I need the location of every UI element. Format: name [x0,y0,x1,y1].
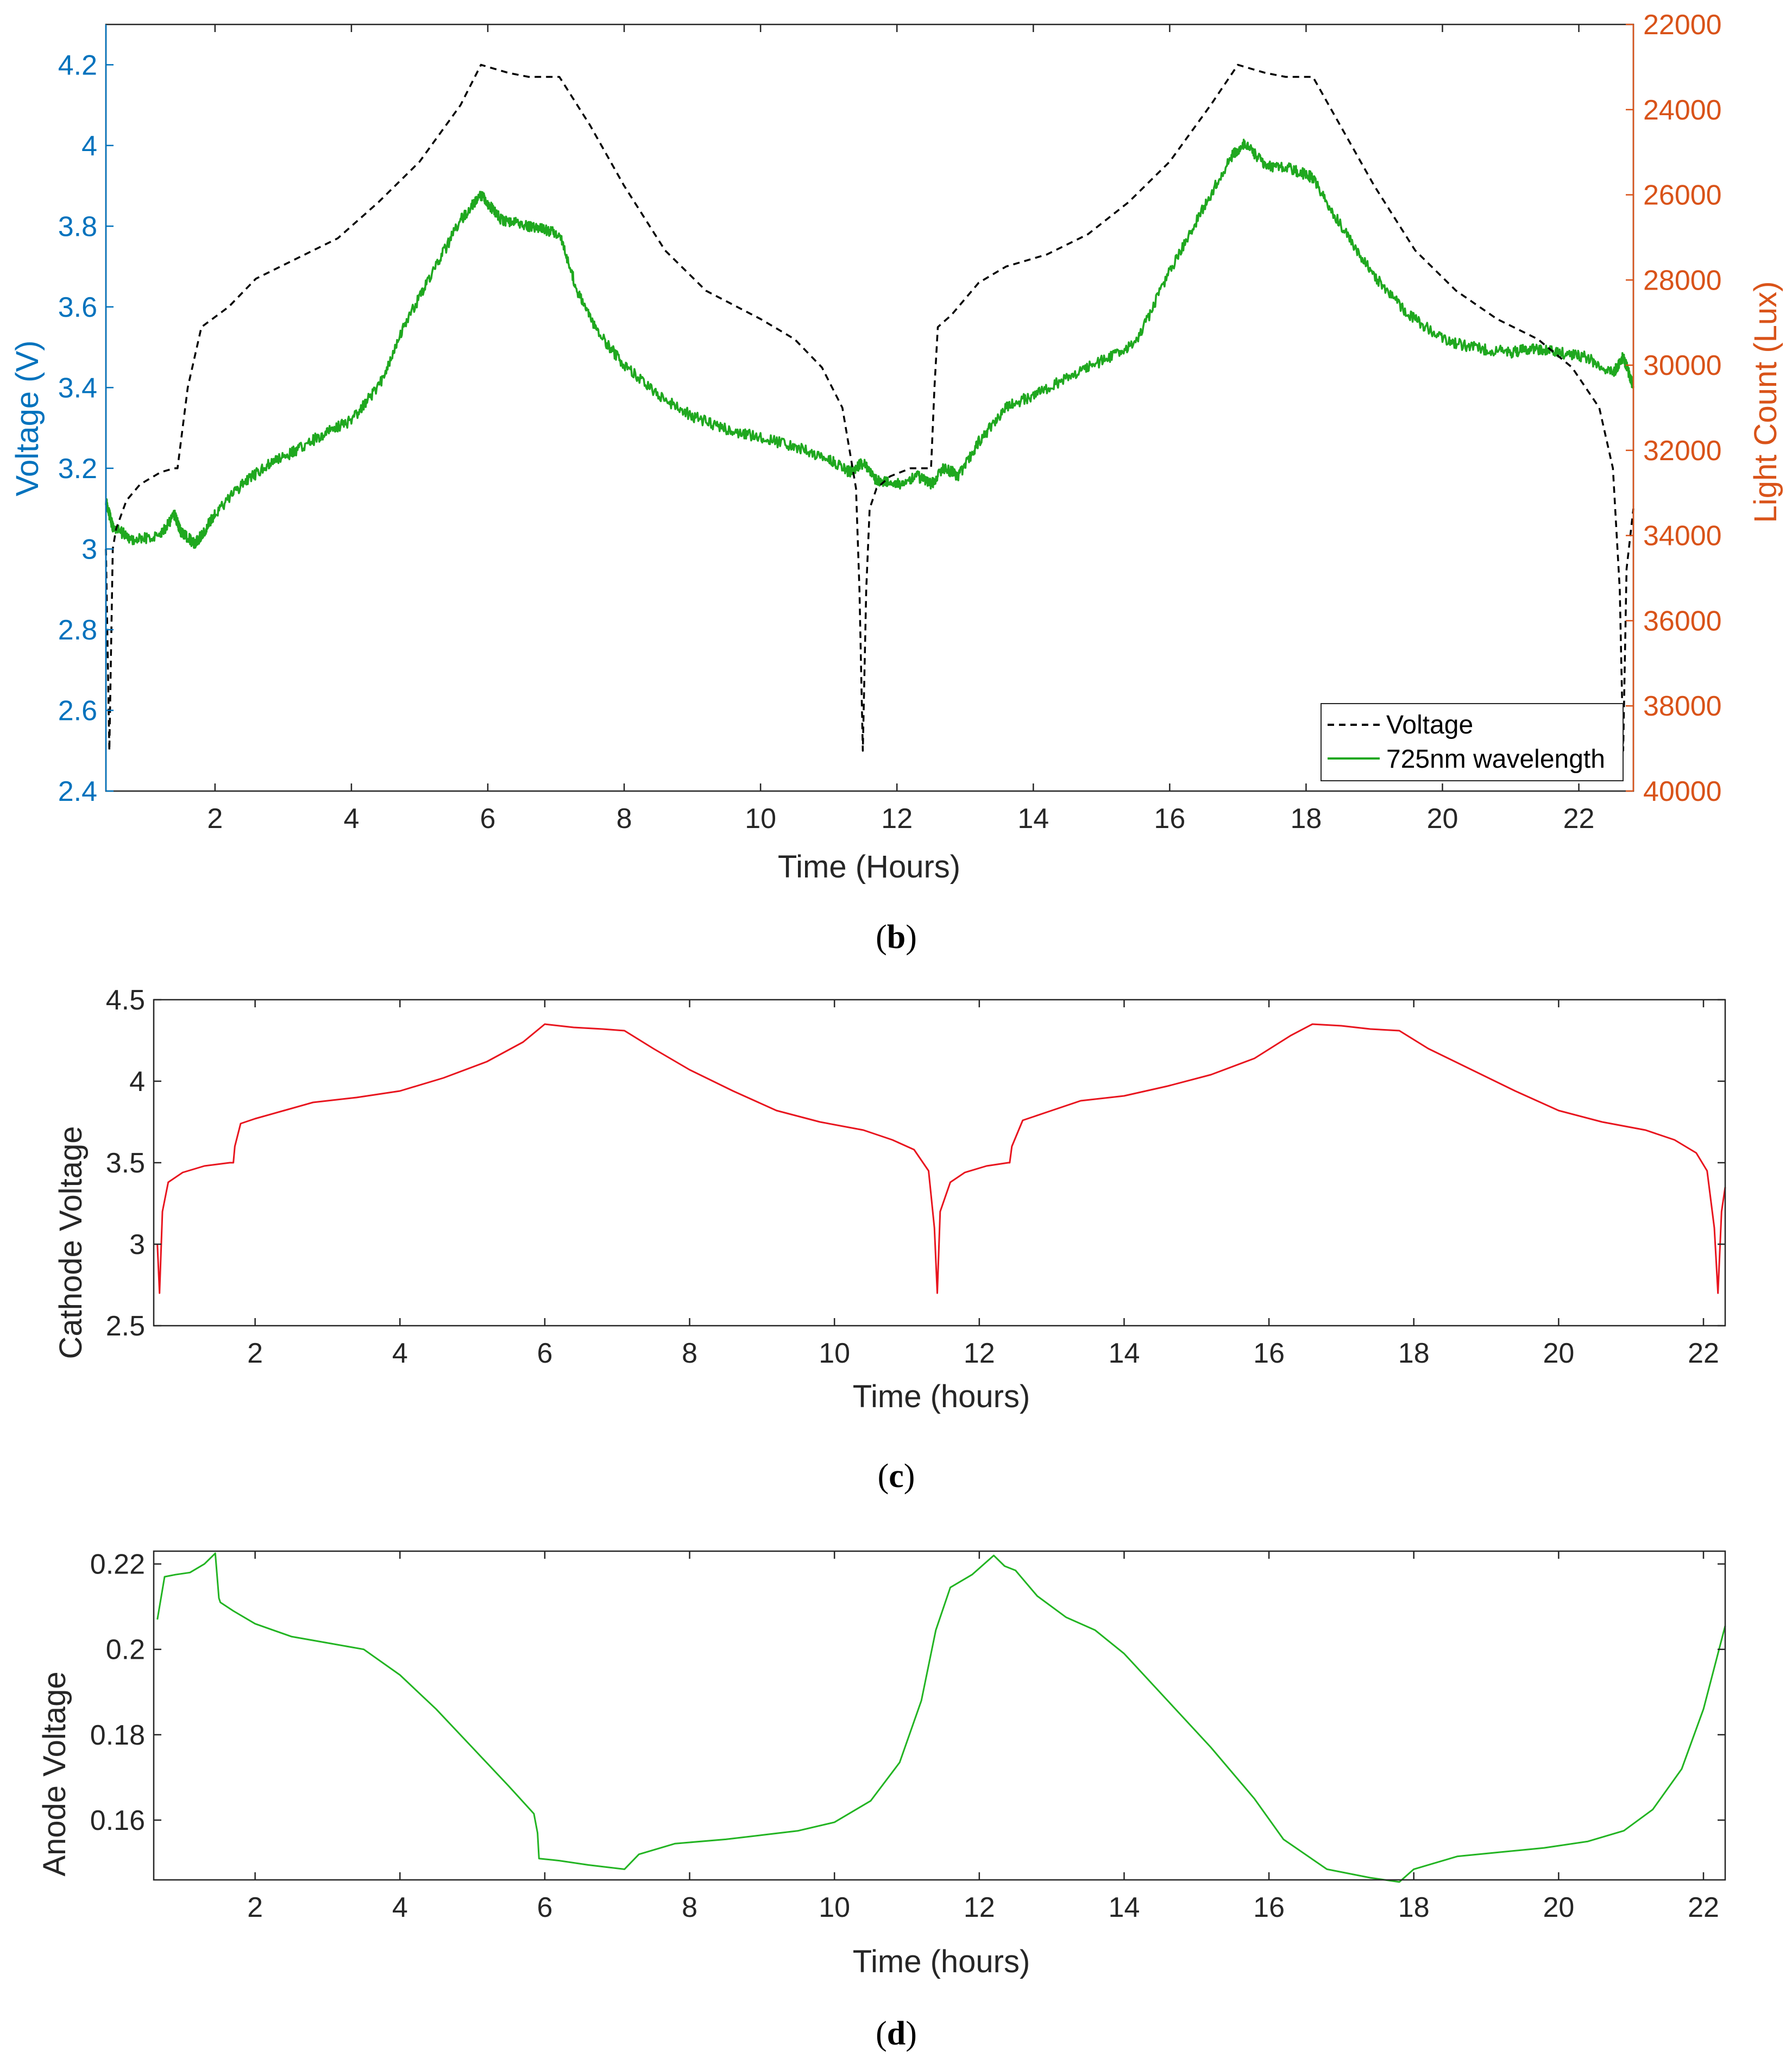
d-x-tick-label: 22 [1688,1892,1719,1923]
b-y-tick-label: 3.6 [58,292,97,323]
d-x-tick-label: 14 [1109,1892,1140,1923]
series-light-725nm [105,139,1634,549]
d-y-tick-label: 0.16 [90,1805,145,1836]
chart-b-ylabel: Voltage (V) [10,341,45,497]
chart-b-xlabel: Time (Hours) [778,849,960,885]
chart-b-y2label: Light Count (Lux) [1748,281,1783,523]
c-y-tick-label: 4.5 [106,984,145,1016]
b-axes-frame [105,23,1634,792]
chart-d: 2 4 6 8 10 12 14 16 18 20 22 0.16 0.18 0.2 0.22 Time … [37,1549,1726,2052]
b-x-tick-label: 22 [1563,803,1595,835]
panel-label-b: (b) [876,919,917,956]
b-y-tick-label: 3.2 [58,453,97,485]
legend-voltage-label: Voltage [1386,711,1473,739]
c-y-tick-label: 2.5 [106,1310,145,1342]
c-x-tick-label: 4 [392,1338,408,1369]
d-x-tick-label: 18 [1398,1892,1430,1923]
b-x-tick-label: 16 [1154,803,1185,835]
c-x-tick-label: 10 [819,1338,850,1369]
b-x-tick-label: 20 [1427,803,1458,835]
d-axes-frame [153,1550,1726,1881]
d-x-tick-label: 8 [682,1892,697,1923]
panel-label-d: (d) [876,2015,917,2052]
c-x-tick-label: 14 [1109,1338,1140,1369]
c-x-tick-label: 22 [1688,1338,1719,1369]
chart-b: 2 4 6 8 10 12 14 16 18 20 22 2.4 2.6 2.8 3 3.2 3.4 3.6 3.… [10,9,1783,956]
b-y2-tick-label: 24000 [1643,95,1722,126]
chart-d-series [156,1552,1726,1883]
chart-b-series [105,64,1634,752]
chart-c-series [156,1023,1726,1294]
chart-c-y-ticks: 2.5 3 3.5 4 4.5 [106,984,1725,1342]
c-x-tick-label: 2 [247,1338,263,1369]
d-y-tick-label: 0.2 [106,1634,145,1666]
chart-b-y2-ticks: 22000 24000 26000 28000 30000 32000 34000 36000… [1626,9,1722,807]
chart-d-y-ticks: 0.16 0.18 0.2 0.22 [90,1549,1725,1836]
chart-b-axes [105,23,1634,792]
b-y2-tick-label: 22000 [1643,9,1722,41]
d-x-tick-label: 6 [537,1892,552,1923]
chart-c-ylabel: Cathode Voltage [53,1126,89,1359]
chart-d-axes [153,1550,1726,1881]
b-y2-tick-label: 28000 [1643,265,1722,296]
chart-c-xlabel: Time (hours) [853,1379,1030,1414]
chart-b-legend: Voltage 725nm wavelength [1321,703,1624,781]
c-y-tick-label: 3 [129,1229,145,1260]
b-y-tick-label: 3.4 [58,372,97,404]
b-y2-tick-label: 36000 [1643,605,1722,637]
d-y-tick-label: 0.18 [90,1720,145,1751]
legend-light-label: 725nm wavelength [1386,745,1605,774]
b-x-tick-label: 10 [745,803,776,835]
chart-d-ylabel: Anode Voltage [37,1671,72,1876]
c-x-tick-label: 18 [1398,1338,1430,1369]
chart-b-y-ticks: 2.4 2.6 2.8 3 3.2 3.4 3.6 3.8 4 4.2 [58,49,114,807]
chart-c-x-ticks: 2 4 6 8 10 12 14 16 18 20 22 [247,1000,1719,1369]
c-x-tick-label: 6 [537,1338,552,1369]
c-x-tick-label: 12 [964,1338,995,1369]
d-x-tick-label: 12 [964,1892,995,1923]
d-x-tick-label: 20 [1543,1892,1574,1923]
b-y-tick-label: 2.6 [58,695,97,726]
b-y2-tick-label: 30000 [1643,350,1722,381]
series-anode-voltage [156,1552,1726,1883]
chart-c-axes [153,999,1726,1327]
chart-c: 2 4 6 8 10 12 14 16 18 20 22 2.5 3 3.5 4 4.5 Time (hou… [53,984,1726,1495]
c-x-tick-label: 8 [682,1338,697,1369]
b-y-tick-label: 3.8 [58,211,97,242]
b-x-tick-label: 14 [1017,803,1049,835]
b-y2-tick-label: 40000 [1643,776,1722,807]
b-y2-tick-label: 38000 [1643,691,1722,722]
b-y-tick-label: 4 [81,130,97,162]
series-cathode-voltage [156,1023,1726,1294]
c-x-tick-label: 16 [1253,1338,1285,1369]
c-axes-frame [153,999,1726,1327]
b-y2-tick-label: 32000 [1643,435,1722,467]
chart-d-x-ticks: 2 4 6 8 10 12 14 16 18 20 22 [247,1551,1719,1923]
d-y-tick-label: 0.22 [90,1549,145,1581]
b-y2-tick-label: 26000 [1643,180,1722,211]
b-x-tick-label: 8 [617,803,632,835]
b-y-tick-label: 4.2 [58,49,97,81]
b-x-tick-label: 12 [881,803,913,835]
d-x-tick-label: 16 [1253,1892,1285,1923]
series-voltage [105,64,1634,752]
b-x-tick-label: 6 [480,803,496,835]
b-y-tick-label: 3 [81,534,97,565]
b-y-tick-label: 2.4 [58,776,97,807]
c-y-tick-label: 4 [129,1066,145,1098]
b-x-tick-label: 4 [343,803,359,835]
d-x-tick-label: 10 [819,1892,850,1923]
c-x-tick-label: 20 [1543,1338,1574,1369]
c-y-tick-label: 3.5 [106,1147,145,1179]
chart-b-x-ticks: 2 4 6 8 10 12 14 16 18 20 22 [207,24,1594,835]
d-x-tick-label: 4 [392,1892,408,1923]
legend-box [1321,703,1624,781]
b-y-tick-label: 2.8 [58,614,97,646]
panel-label-c: (c) [878,1458,915,1495]
b-x-tick-label: 2 [207,803,223,835]
d-x-tick-label: 2 [247,1892,263,1923]
b-y2-tick-label: 34000 [1643,520,1722,552]
b-x-tick-label: 18 [1291,803,1322,835]
chart-d-xlabel: Time (hours) [853,1944,1030,1979]
